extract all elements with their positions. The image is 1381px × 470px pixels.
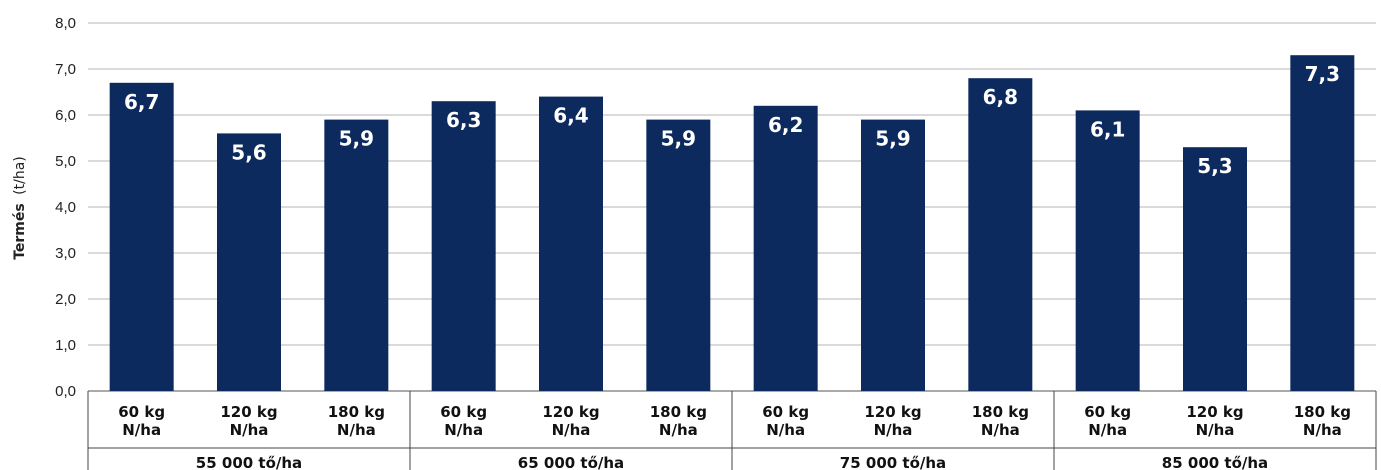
data-label: 6,3	[446, 108, 481, 132]
x-tick-label: 60 kg	[118, 403, 165, 421]
y-axis-label-unit: (t/ha)	[12, 156, 28, 195]
y-tick-label: 5,0	[55, 153, 76, 170]
x-tick-label: 180 kg	[650, 403, 707, 421]
data-label: 5,9	[339, 127, 374, 151]
group-label: 65 000 tő/ha	[518, 454, 624, 470]
y-tick-label: 2,0	[55, 291, 76, 308]
data-label: 6,7	[124, 90, 159, 114]
bars	[109, 55, 1355, 392]
y-tick-label: 0,0	[55, 383, 76, 400]
group-label: 75 000 tő/ha	[840, 454, 946, 470]
bar	[109, 82, 174, 392]
x-tick-label: N/ha	[1088, 421, 1127, 439]
data-label: 5,6	[231, 140, 266, 164]
bar	[646, 119, 711, 391]
bar	[968, 78, 1033, 391]
x-tick-label: 180 kg	[972, 403, 1029, 421]
x-tick-label: N/ha	[1196, 421, 1235, 439]
x-tick-label: 60 kg	[762, 403, 809, 421]
data-label: 6,2	[768, 113, 803, 137]
x-tick-label: N/ha	[659, 421, 698, 439]
y-tick-label: 7,0	[55, 61, 76, 78]
data-label: 5,9	[661, 127, 696, 151]
y-axis-label-main: Termés	[12, 203, 28, 260]
data-label: 6,1	[1090, 117, 1125, 141]
x-tick-label: 60 kg	[1084, 403, 1131, 421]
y-tick-label: 6,0	[55, 107, 76, 124]
y-tick-label: 1,0	[55, 337, 76, 354]
x-tick-label: 120 kg	[220, 403, 277, 421]
bar	[539, 96, 603, 391]
bar	[1075, 110, 1140, 392]
bar	[431, 101, 496, 391]
x-tick-label: 120 kg	[864, 403, 921, 421]
x-tick-label: N/ha	[981, 421, 1020, 439]
x-tick-label: N/ha	[337, 421, 376, 439]
x-tick-label: N/ha	[122, 421, 161, 439]
bar	[753, 105, 818, 392]
x-tick-label: 120 kg	[542, 403, 599, 421]
bar	[1183, 147, 1247, 391]
data-label: 7,3	[1305, 62, 1340, 86]
group-label: 55 000 tő/ha	[196, 454, 302, 470]
bar	[1290, 55, 1355, 391]
gridlines	[88, 22, 1376, 392]
data-label: 6,8	[983, 85, 1018, 109]
y-tick-label: 4,0	[55, 199, 76, 216]
x-tick-label: N/ha	[1303, 421, 1342, 439]
bar	[324, 119, 389, 391]
data-labels: 6,7 5,6 5,9 6,3 6,4 5,9 6,2 5,9 6,8 6,1 5,3 7,3	[124, 62, 1340, 178]
x-tick-label: N/ha	[766, 421, 805, 439]
bar	[861, 119, 925, 391]
data-label: 5,9	[875, 127, 910, 151]
y-tick-label: 8,0	[55, 15, 76, 32]
x-tick-label: N/ha	[444, 421, 483, 439]
x-tick-label: N/ha	[552, 421, 591, 439]
y-axis-ticks: 0,0 1,0 2,0 3,0 4,0 5,0 6,0 7,0 8,0	[55, 15, 76, 400]
x-tick-label: 180 kg	[328, 403, 385, 421]
x-tick-label: N/ha	[230, 421, 269, 439]
y-axis-label: Termés (t/ha)	[12, 156, 28, 260]
bar	[217, 133, 281, 391]
data-label: 5,3	[1197, 154, 1232, 178]
y-tick-label: 3,0	[55, 245, 76, 262]
group-label: 85 000 tő/ha	[1162, 454, 1268, 470]
x-tick-label: N/ha	[874, 421, 913, 439]
x-tick-label: 180 kg	[1294, 403, 1351, 421]
data-label: 6,4	[553, 104, 588, 128]
x-tick-label: 60 kg	[440, 403, 487, 421]
x-tick-label: 120 kg	[1186, 403, 1243, 421]
